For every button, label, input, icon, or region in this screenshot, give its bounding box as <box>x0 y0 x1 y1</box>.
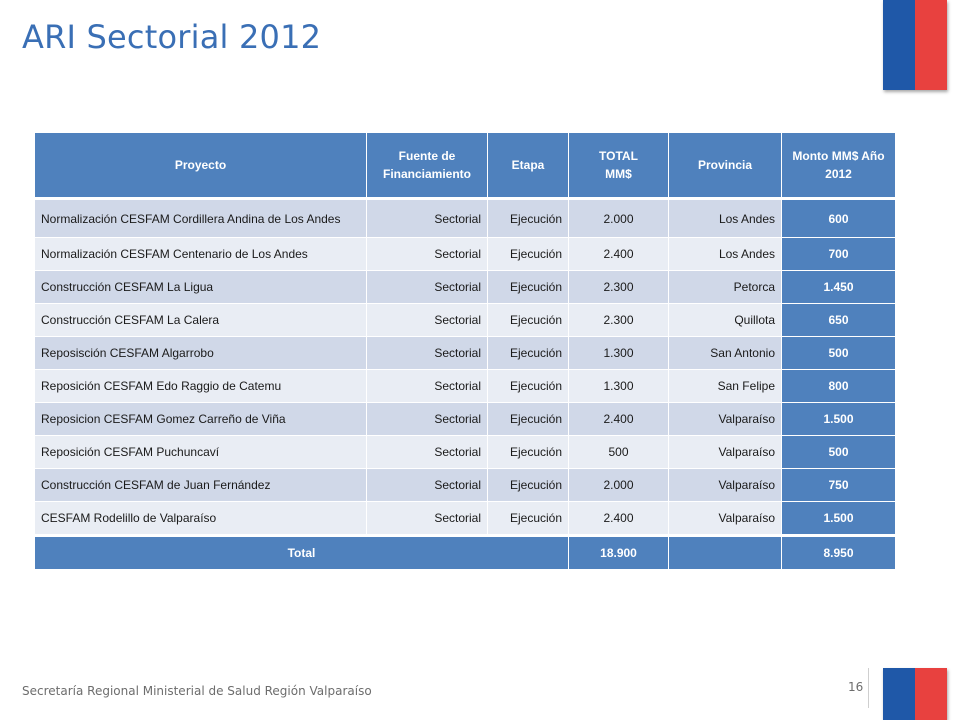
cell-total: 500 <box>568 435 669 469</box>
cell-fuente: Sectorial <box>366 435 488 469</box>
header-total-line2: MM$ <box>605 167 632 181</box>
cell-fuente: Sectorial <box>366 468 488 502</box>
cell-monto: 1.500 <box>781 402 896 436</box>
cell-provincia: Los Andes <box>668 198 782 238</box>
cell-total: 2.300 <box>568 303 669 337</box>
chile-flag-emblem-top <box>883 0 947 90</box>
cell-fuente: Sectorial <box>366 237 488 271</box>
cell-total: 1.300 <box>568 336 669 370</box>
cell-monto: 750 <box>781 468 896 502</box>
cell-monto: 700 <box>781 237 896 271</box>
header-monto-line1: Monto MM$ Año <box>792 149 885 163</box>
cell-fuente: Sectorial <box>366 198 488 238</box>
header-provincia: Provincia <box>668 132 782 200</box>
cell-monto: 500 <box>781 336 896 370</box>
cell-provincia: Valparaíso <box>668 468 782 502</box>
table-row: Construcción CESFAM La Calera Sectorial … <box>34 303 896 337</box>
cell-total: 2.400 <box>568 237 669 271</box>
cell-total: 2.000 <box>568 198 669 238</box>
cell-fuente: Sectorial <box>366 501 488 536</box>
footer-institution: Secretaría Regional Ministerial de Salud… <box>22 684 372 698</box>
cell-etapa: Ejecución <box>487 402 569 436</box>
cell-etapa: Ejecución <box>487 303 569 337</box>
cell-proyecto: Construcción CESFAM de Juan Fernández <box>34 468 367 502</box>
cell-proyecto: Reposición CESFAM Puchuncaví <box>34 435 367 469</box>
cell-total: 2.300 <box>568 270 669 304</box>
total-provincia-empty <box>668 534 782 570</box>
cell-monto: 500 <box>781 435 896 469</box>
cell-proyecto: Reposición CESFAM Edo Raggio de Catemu <box>34 369 367 403</box>
cell-total: 2.400 <box>568 501 669 536</box>
header-total-line1: TOTAL <box>599 149 638 163</box>
table-row: Construcción CESFAM La Ligua Sectorial E… <box>34 270 896 304</box>
cell-provincia: Los Andes <box>668 237 782 271</box>
cell-fuente: Sectorial <box>366 369 488 403</box>
cell-provincia: Valparaíso <box>668 402 782 436</box>
header-fuente-line1: Fuente de <box>398 149 456 163</box>
table-row: CESFAM Rodelillo de Valparaíso Sectorial… <box>34 501 896 536</box>
page-number: 16 <box>848 680 864 694</box>
cell-total: 2.400 <box>568 402 669 436</box>
table-row: Reposición CESFAM Puchuncaví Sectorial E… <box>34 435 896 469</box>
header-fuente-line2: Financiamiento <box>382 167 471 181</box>
table-row: Reposisción CESFAM Algarrobo Sectorial E… <box>34 336 896 370</box>
cell-etapa: Ejecución <box>487 198 569 238</box>
chile-flag-emblem-bottom <box>883 668 947 720</box>
cell-monto: 1.500 <box>781 501 896 536</box>
cell-monto: 650 <box>781 303 896 337</box>
cell-fuente: Sectorial <box>366 336 488 370</box>
cell-fuente: Sectorial <box>366 402 488 436</box>
header-etapa: Etapa <box>487 132 569 200</box>
header-total: TOTAL MM$ <box>568 132 669 200</box>
header-monto-line2: 2012 <box>825 167 852 181</box>
table-header-row: Proyecto Fuente de Financiamiento Etapa … <box>34 132 896 200</box>
cell-proyecto: Construcción CESFAM La Ligua <box>34 270 367 304</box>
cell-monto: 600 <box>781 198 896 238</box>
cell-provincia: San Antonio <box>668 336 782 370</box>
total-label: Total <box>34 534 569 570</box>
table-row: Reposición CESFAM Edo Raggio de Catemu S… <box>34 369 896 403</box>
cell-provincia: Valparaíso <box>668 501 782 536</box>
table-row: Normalización CESFAM Cordillera Andina d… <box>34 198 896 238</box>
cell-provincia: Valparaíso <box>668 435 782 469</box>
cell-etapa: Ejecución <box>487 501 569 536</box>
cell-etapa: Ejecución <box>487 237 569 271</box>
cell-etapa: Ejecución <box>487 270 569 304</box>
cell-total: 1.300 <box>568 369 669 403</box>
projects-table: Proyecto Fuente de Financiamiento Etapa … <box>34 132 896 570</box>
cell-etapa: Ejecución <box>487 468 569 502</box>
cell-proyecto: CESFAM Rodelillo de Valparaíso <box>34 501 367 536</box>
cell-monto: 1.450 <box>781 270 896 304</box>
cell-proyecto: Normalización CESFAM Cordillera Andina d… <box>34 198 367 238</box>
cell-total: 2.000 <box>568 468 669 502</box>
cell-monto: 800 <box>781 369 896 403</box>
cell-fuente: Sectorial <box>366 303 488 337</box>
cell-proyecto: Construcción CESFAM La Calera <box>34 303 367 337</box>
footer-divider <box>868 668 869 708</box>
table-row: Reposicion CESFAM Gomez Carreño de Viña … <box>34 402 896 436</box>
header-monto: Monto MM$ Año 2012 <box>781 132 896 200</box>
total-sum-monto: 8.950 <box>781 534 896 570</box>
table-row: Normalización CESFAM Centenario de Los A… <box>34 237 896 271</box>
table-row: Construcción CESFAM de Juan Fernández Se… <box>34 468 896 502</box>
header-proyecto: Proyecto <box>34 132 367 200</box>
page-title: ARI Sectorial 2012 <box>22 18 322 56</box>
cell-provincia: San Felipe <box>668 369 782 403</box>
table-total-row: Total 18.900 8.950 <box>34 534 896 570</box>
cell-etapa: Ejecución <box>487 369 569 403</box>
cell-etapa: Ejecución <box>487 435 569 469</box>
cell-provincia: Quillota <box>668 303 782 337</box>
cell-etapa: Ejecución <box>487 336 569 370</box>
header-fuente: Fuente de Financiamiento <box>366 132 488 200</box>
cell-fuente: Sectorial <box>366 270 488 304</box>
total-sum-mm: 18.900 <box>568 534 669 570</box>
cell-proyecto: Reposisción CESFAM Algarrobo <box>34 336 367 370</box>
cell-proyecto: Normalización CESFAM Centenario de Los A… <box>34 237 367 271</box>
cell-proyecto: Reposicion CESFAM Gomez Carreño de Viña <box>34 402 367 436</box>
cell-provincia: Petorca <box>668 270 782 304</box>
